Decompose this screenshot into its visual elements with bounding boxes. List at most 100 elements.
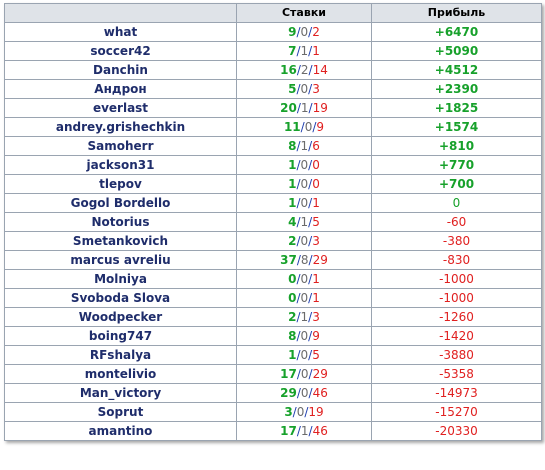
draws-count: 0 bbox=[300, 386, 309, 400]
table-row: tlepov 1/0/0 +700 bbox=[4, 174, 542, 194]
record-separator: / bbox=[304, 405, 309, 419]
record-separator: / bbox=[296, 177, 301, 191]
losses-count: 1 bbox=[312, 196, 320, 210]
table-row: Woodpecker 2/1/3 -1260 bbox=[4, 307, 542, 327]
table-row: what 9/0/2 +6470 bbox=[4, 22, 542, 42]
table-body: what 9/0/2 +6470 soccer42 7/1/1 +5090 Danchin 1… bbox=[4, 22, 542, 441]
record-separator: / bbox=[308, 329, 313, 343]
losses-count: 1 bbox=[312, 272, 320, 286]
record-separator: / bbox=[296, 253, 301, 267]
losses-count: 1 bbox=[312, 291, 320, 305]
bets-record: 1/0/0 bbox=[236, 174, 372, 194]
draws-count: 1 bbox=[300, 139, 309, 153]
record-separator: / bbox=[308, 386, 313, 400]
profit-value: +4512 bbox=[371, 60, 542, 80]
wins-count: 1 bbox=[288, 177, 297, 191]
bets-record: 7/1/1 bbox=[236, 41, 372, 61]
record-separator: / bbox=[296, 272, 301, 286]
losses-count: 14 bbox=[312, 63, 328, 77]
record-separator: / bbox=[308, 215, 313, 229]
table-row: jackson31 1/0/0 +770 bbox=[4, 155, 542, 175]
wins-count: 8 bbox=[288, 329, 297, 343]
table-row: Samoherr 8/1/6 +810 bbox=[4, 136, 542, 156]
wins-count: 11 bbox=[283, 120, 301, 134]
losses-count: 0 bbox=[312, 177, 320, 191]
profit-value: -20330 bbox=[371, 421, 542, 441]
record-separator: / bbox=[308, 101, 313, 115]
record-separator: / bbox=[296, 348, 301, 362]
draws-count: 0 bbox=[300, 234, 309, 248]
player-name: boing747 bbox=[4, 326, 237, 346]
profit-value: -1000 bbox=[371, 288, 542, 308]
losses-count: 1 bbox=[312, 44, 320, 58]
wins-count: 16 bbox=[280, 63, 297, 77]
player-name: everlast bbox=[4, 98, 237, 118]
losses-count: 2 bbox=[312, 25, 320, 39]
record-separator: / bbox=[296, 44, 301, 58]
wins-count: 37 bbox=[280, 253, 297, 267]
record-separator: / bbox=[308, 44, 313, 58]
bets-record: 1/0/1 bbox=[236, 193, 372, 213]
profit-value: +700 bbox=[371, 174, 542, 194]
record-separator: / bbox=[296, 82, 301, 96]
table-row: Андрон 5/0/3 +2390 bbox=[4, 79, 542, 99]
table-row: Soprut 3/0/19 -15270 bbox=[4, 402, 542, 422]
table-row: Danchin 16/2/14 +4512 bbox=[4, 60, 542, 80]
bets-record: 0/0/1 bbox=[236, 269, 372, 289]
losses-count: 3 bbox=[312, 82, 320, 96]
wins-count: 17 bbox=[280, 367, 297, 381]
draws-count: 0 bbox=[300, 329, 309, 343]
player-name: Svoboda Slova bbox=[4, 288, 237, 308]
player-name: what bbox=[4, 22, 237, 42]
player-name: montelivio bbox=[4, 364, 237, 384]
wins-count: 2 bbox=[288, 234, 297, 248]
record-separator: / bbox=[296, 386, 301, 400]
player-name: Soprut bbox=[4, 402, 237, 422]
leaderboard-table: Ставки Прибыль what 9/0/2 +6470 soccer42 7/1… bbox=[4, 3, 542, 441]
table-row: everlast 20/1/19 +1825 bbox=[4, 98, 542, 118]
draws-count: 0 bbox=[296, 405, 305, 419]
record-separator: / bbox=[292, 405, 297, 419]
losses-count: 3 bbox=[312, 310, 320, 324]
draws-count: 1 bbox=[300, 101, 309, 115]
draws-count: 0 bbox=[300, 196, 309, 210]
profit-value: +6470 bbox=[371, 22, 542, 42]
header-bets: Ставки bbox=[236, 3, 372, 23]
draws-count: 0 bbox=[300, 177, 309, 191]
draws-count: 2 bbox=[300, 63, 309, 77]
bets-record: 37/8/29 bbox=[236, 250, 372, 270]
table-row: Smetankovich 2/0/3 -380 bbox=[4, 231, 542, 251]
profit-value: +5090 bbox=[371, 41, 542, 61]
record-separator: / bbox=[296, 139, 301, 153]
table-row: andrey.grishechkin 11/0/9 +1574 bbox=[4, 117, 542, 137]
profit-value: +810 bbox=[371, 136, 542, 156]
draws-count: 8 bbox=[300, 253, 309, 267]
profit-value: -5358 bbox=[371, 364, 542, 384]
profit-value: -14973 bbox=[371, 383, 542, 403]
table-row: boing747 8/0/9 -1420 bbox=[4, 326, 542, 346]
draws-count: 1 bbox=[300, 44, 309, 58]
losses-count: 0 bbox=[312, 158, 320, 172]
record-separator: / bbox=[296, 101, 301, 115]
table-row: soccer42 7/1/1 +5090 bbox=[4, 41, 542, 61]
record-separator: / bbox=[296, 25, 301, 39]
profit-value: -1260 bbox=[371, 307, 542, 327]
losses-count: 5 bbox=[312, 348, 320, 362]
player-name: jackson31 bbox=[4, 155, 237, 175]
player-name: soccer42 bbox=[4, 41, 237, 61]
losses-count: 29 bbox=[312, 367, 328, 381]
record-separator: / bbox=[296, 329, 301, 343]
player-name: RFshalya bbox=[4, 345, 237, 365]
profit-value: -1000 bbox=[371, 269, 542, 289]
record-separator: / bbox=[308, 348, 313, 362]
table-row: Molniya 0/0/1 -1000 bbox=[4, 269, 542, 289]
profit-value: -3880 bbox=[371, 345, 542, 365]
record-separator: / bbox=[308, 196, 313, 210]
draws-count: 0 bbox=[300, 272, 309, 286]
record-separator: / bbox=[296, 234, 301, 248]
profit-value: -380 bbox=[371, 231, 542, 251]
losses-count: 46 bbox=[312, 386, 328, 400]
losses-count: 3 bbox=[312, 234, 320, 248]
losses-count: 19 bbox=[312, 101, 328, 115]
profit-value: -60 bbox=[371, 212, 542, 232]
